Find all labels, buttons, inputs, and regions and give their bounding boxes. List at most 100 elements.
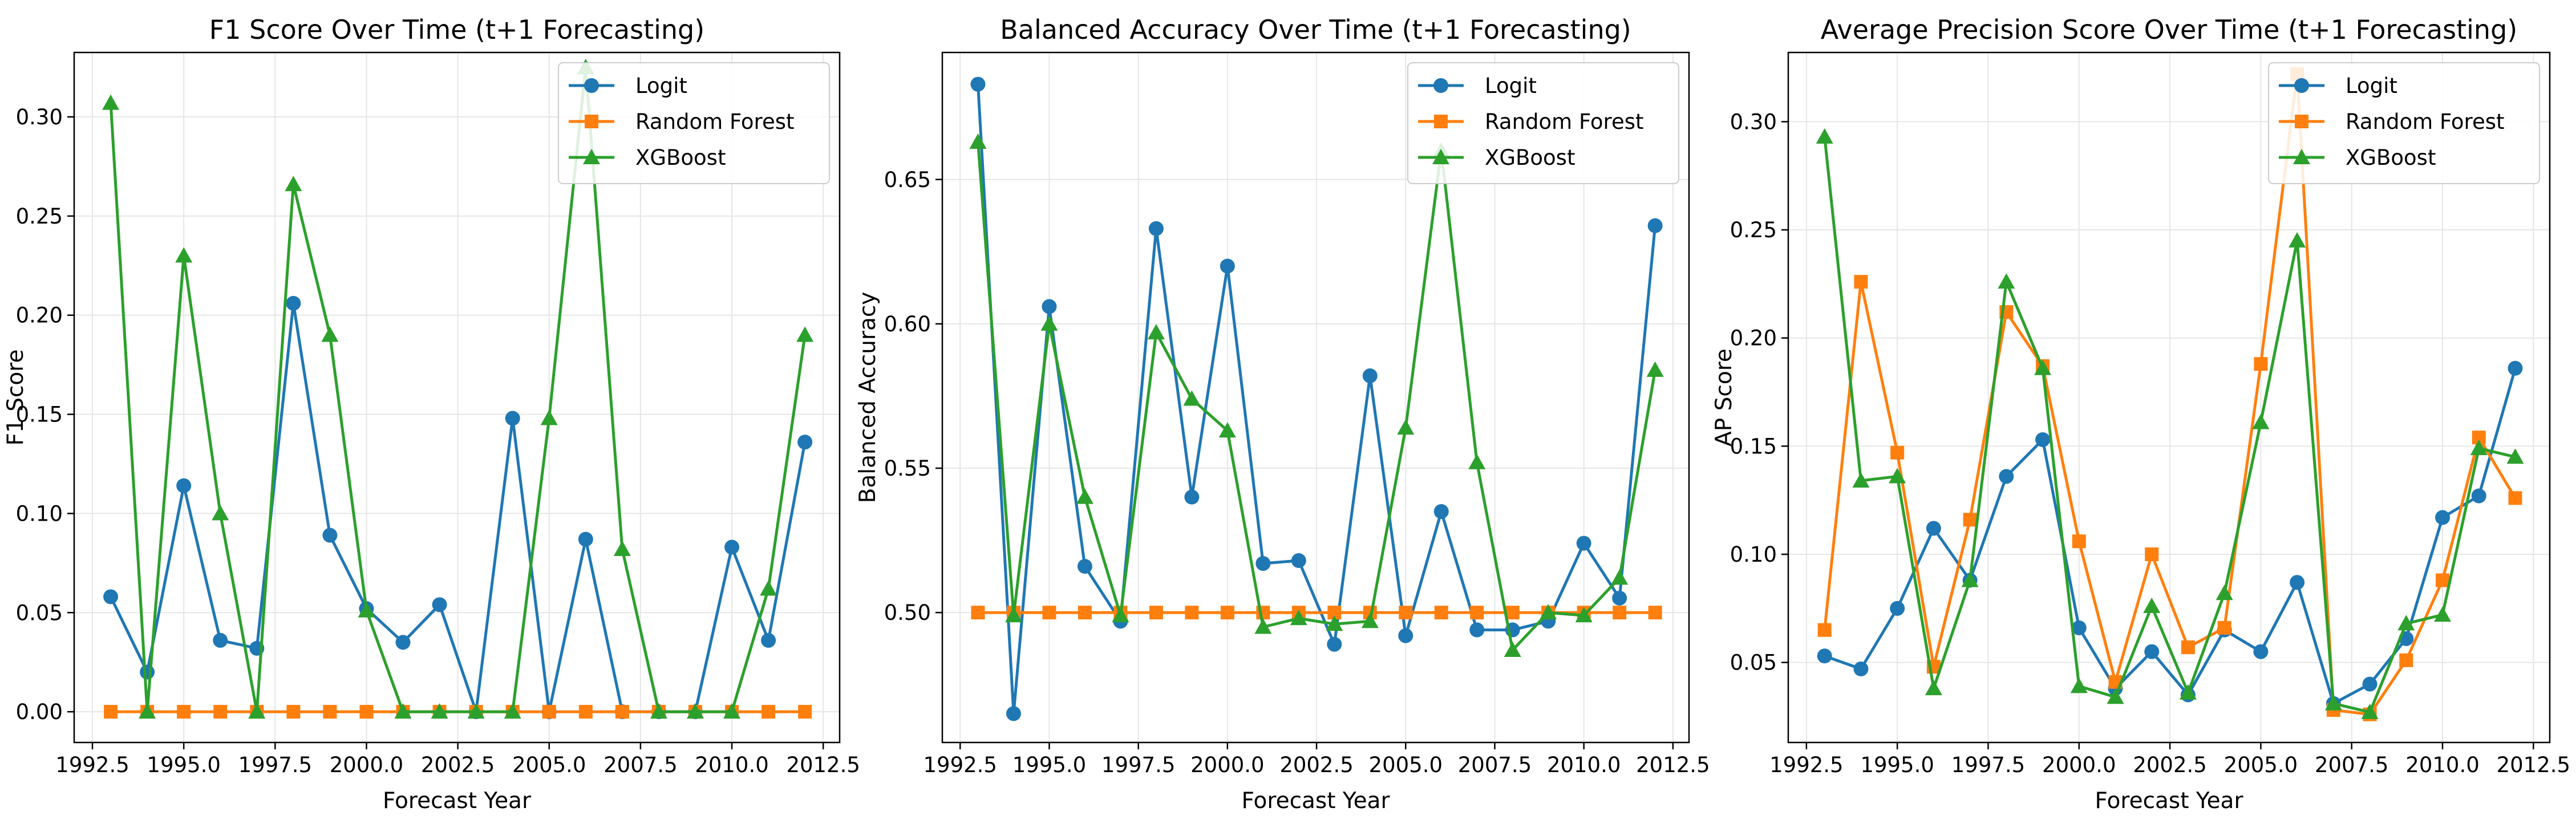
data-point-logit xyxy=(103,589,119,604)
data-point-logit xyxy=(1148,221,1164,236)
legend-label: Random Forest xyxy=(1485,109,1644,134)
data-point-xgboost xyxy=(1961,571,1979,587)
data-point-random-forest xyxy=(798,705,812,719)
data-point-xgboost xyxy=(248,703,266,719)
data-point-xgboost xyxy=(1361,612,1379,628)
data-point-logit xyxy=(1255,556,1271,571)
y-axis-label: F1 Score xyxy=(3,350,29,446)
data-point-logit xyxy=(1853,662,1869,677)
data-point-logit xyxy=(2253,644,2269,659)
chart-title: F1 Score Over Time (t+1 Forecasting) xyxy=(209,14,704,45)
data-point-logit xyxy=(322,527,338,543)
data-point-random-forest xyxy=(1470,606,1484,620)
data-point-random-forest xyxy=(1399,606,1413,620)
data-point-xgboost xyxy=(2434,606,2452,622)
data-point-xgboost xyxy=(2289,232,2306,247)
x-tick-label: 2010.0 xyxy=(2405,753,2479,777)
series-line-random-forest xyxy=(1823,72,2517,716)
x-tick-label: 1995.0 xyxy=(1012,753,1086,777)
data-point-xgboost xyxy=(1183,390,1201,406)
data-point-xgboost xyxy=(1147,324,1165,340)
data-point-xgboost xyxy=(1611,569,1629,585)
chart-panel-2: 1992.5 1995.0 1997.5 2000.0 2002.5 2005.0 2007… xyxy=(855,14,1710,814)
chart-title: Balanced Accuracy Over Time (t+1 Forecas… xyxy=(1000,14,1631,45)
data-point-xgboost xyxy=(1076,488,1093,504)
data-point-xgboost xyxy=(321,326,339,342)
data-point-xgboost xyxy=(1290,610,1307,626)
data-point-logit xyxy=(761,632,776,648)
data-point-random-forest xyxy=(1149,606,1163,620)
legend-swatch-marker xyxy=(2294,78,2309,93)
data-point-xgboost xyxy=(1218,422,1236,438)
data-point-random-forest xyxy=(104,705,118,719)
legend: Logit Random Forest XGBoost xyxy=(2268,62,2540,184)
data-point-logit xyxy=(1220,258,1235,274)
data-point-logit xyxy=(1362,368,1378,384)
legend-swatch-marker xyxy=(583,149,600,164)
data-point-logit xyxy=(578,531,593,547)
x-tick-label: 2007.5 xyxy=(604,753,677,777)
data-point-xgboost xyxy=(1889,468,1906,484)
data-point-random-forest xyxy=(2217,620,2231,635)
x-tick-label: 1997.5 xyxy=(1101,753,1175,777)
data-point-xgboost xyxy=(394,703,412,719)
legend-label: XGBoost xyxy=(635,145,726,170)
data-point-random-forest xyxy=(1890,445,1905,460)
data-point-logit xyxy=(505,411,520,426)
axes-frame xyxy=(73,51,841,744)
data-point-logit xyxy=(2144,644,2160,659)
y-tick-label: 0.30 xyxy=(1730,109,1777,134)
y-tick-label: 0.20 xyxy=(16,303,63,328)
data-point-xgboost xyxy=(1005,607,1022,623)
data-point-random-forest xyxy=(2181,640,2195,655)
legend-swatch-marker xyxy=(584,78,599,93)
data-point-random-forest xyxy=(1963,513,1977,527)
data-point-logit xyxy=(1042,299,1057,314)
data-point-random-forest xyxy=(1078,606,1092,620)
legend-swatch-marker xyxy=(2295,115,2308,128)
data-point-xgboost xyxy=(1326,615,1343,631)
data-point-xgboost xyxy=(102,94,120,110)
y-tick-label: 0.15 xyxy=(16,403,63,427)
x-tick-label: 2000.0 xyxy=(1190,753,1264,777)
data-point-xgboost xyxy=(969,133,987,149)
y-tick-label: 0.15 xyxy=(1730,434,1777,458)
data-point-xgboost xyxy=(2361,703,2379,719)
y-axis-label: AP Score xyxy=(1711,348,1737,447)
x-tick-label: 2007.5 xyxy=(1458,753,1532,777)
data-point-xgboost xyxy=(2470,440,2488,456)
data-point-xgboost xyxy=(2324,695,2342,711)
data-point-logit xyxy=(1926,521,1941,536)
y-tick-label: 0.10 xyxy=(16,501,63,526)
chart-panel-1: 1992.5 1995.0 1997.5 2000.0 2002.5 2005.0 2007… xyxy=(3,14,860,814)
y-tick-label: 0.50 xyxy=(884,600,931,625)
data-point-logit xyxy=(2035,432,2051,447)
data-point-xgboost xyxy=(1254,618,1272,634)
x-axis-label: Forecast Year xyxy=(383,788,532,814)
legend-label: Random Forest xyxy=(2346,109,2505,134)
y-tick-label: 0.25 xyxy=(16,204,63,229)
data-point-xgboost xyxy=(2034,359,2052,375)
data-point-xgboost xyxy=(2107,688,2124,704)
legend-swatch-marker xyxy=(585,115,598,128)
legend-box xyxy=(2268,62,2540,184)
data-point-logit xyxy=(1006,706,1021,721)
data-point-random-forest xyxy=(1648,606,1662,620)
data-point-logit xyxy=(797,435,813,450)
chart-panel-3: 1992.5 1995.0 1997.5 2000.0 2002.5 2005.0 2007… xyxy=(1711,14,2570,814)
data-point-random-forest xyxy=(2254,357,2268,371)
data-point-xgboost xyxy=(1575,607,1593,623)
data-point-random-forest xyxy=(1854,275,1868,289)
data-point-random-forest xyxy=(1817,623,1832,637)
data-point-xgboost xyxy=(1816,128,1833,144)
x-tick-label: 2005.0 xyxy=(512,753,586,777)
y-tick-label: 0.25 xyxy=(1730,218,1777,242)
y-tick-label: 0.00 xyxy=(16,700,63,724)
legend-label: Random Forest xyxy=(635,109,795,134)
data-point-logit xyxy=(2435,510,2451,525)
x-tick-label: 1992.5 xyxy=(1769,753,1843,777)
data-point-random-forest xyxy=(2145,547,2159,561)
legend-label: XGBoost xyxy=(2346,145,2436,170)
x-axis-label: Forecast Year xyxy=(1242,788,1391,814)
